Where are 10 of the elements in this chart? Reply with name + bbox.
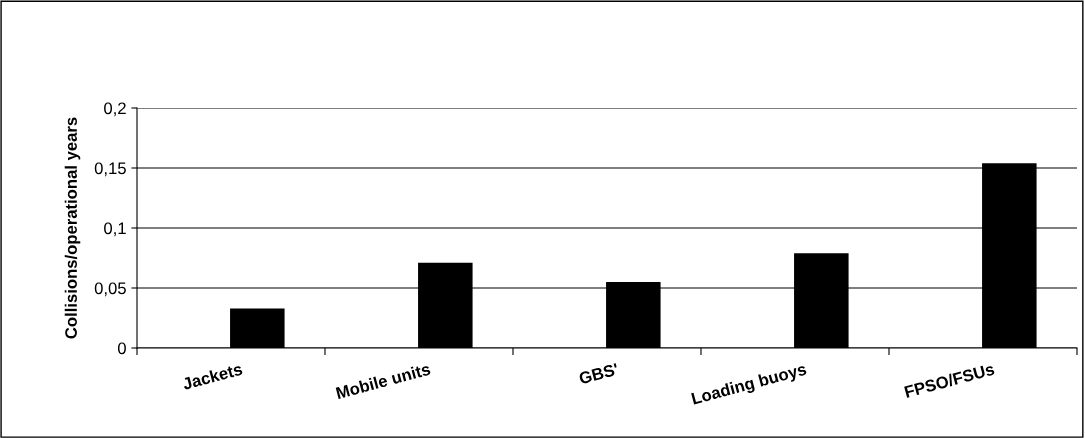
x-tick-label: Jackets [181, 362, 243, 390]
x-tick-label: GBS' [578, 363, 619, 385]
y-tick-label: 0,2 [104, 102, 126, 117]
y-axis-title: Collisions/operational years [64, 117, 81, 339]
y-tick-label: 0,05 [94, 282, 126, 297]
x-tick-label: Mobile units [335, 362, 431, 400]
y-tick-label: 0,1 [104, 222, 126, 237]
y-tick-label: 0 [117, 342, 126, 355]
x-tick-label: Loading buoys [691, 362, 808, 408]
y-tick-label: 0,15 [94, 162, 126, 177]
